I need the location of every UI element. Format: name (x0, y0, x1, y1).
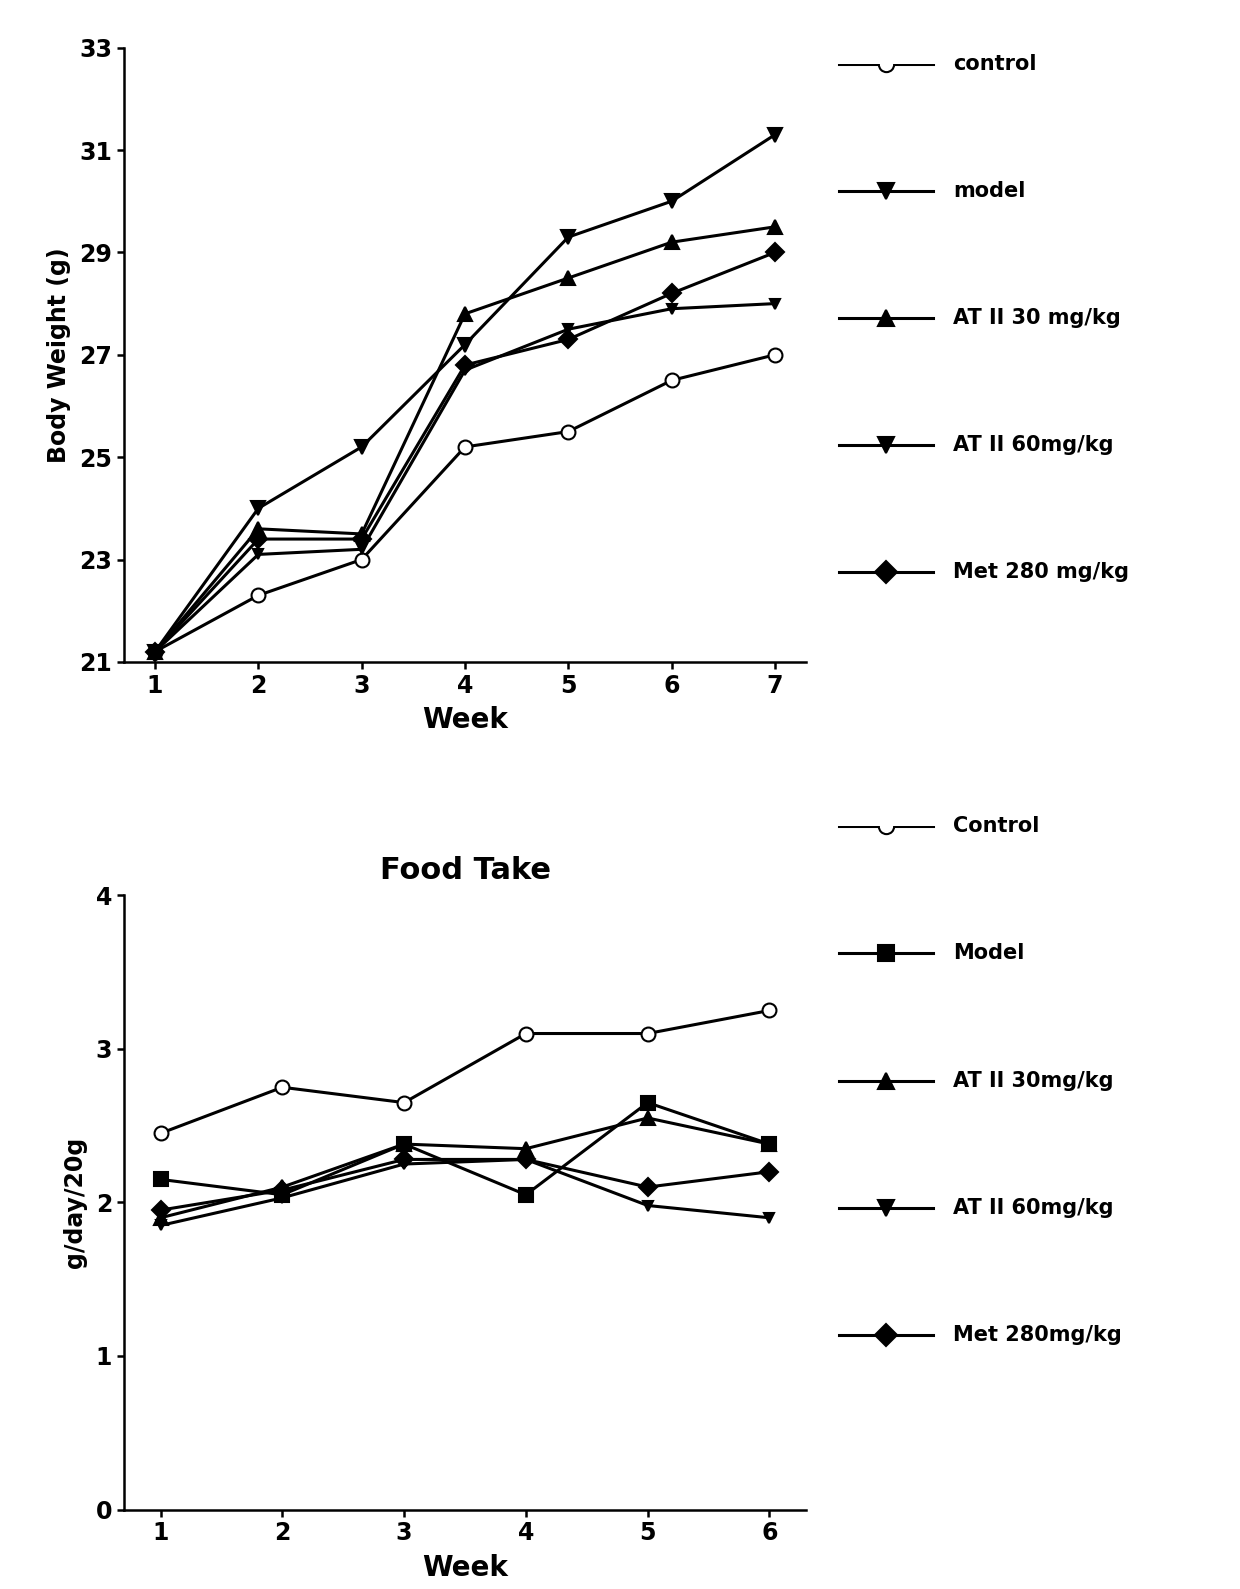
Text: AT II 30 mg/kg: AT II 30 mg/kg (954, 308, 1121, 327)
Model (763, 1135, 777, 1154)
Control (763, 1001, 777, 1020)
Control (397, 1093, 412, 1112)
AT II 60mg/kg (768, 294, 782, 313)
Met 280mg/kg (640, 1177, 655, 1197)
control (250, 586, 265, 605)
Title: Food Take: Food Take (379, 855, 551, 885)
control (355, 550, 370, 569)
control (768, 345, 782, 364)
AT II 30mg/kg (397, 1135, 412, 1154)
control (665, 370, 680, 389)
Text: AT II 30mg/kg: AT II 30mg/kg (954, 1071, 1114, 1090)
Met 280 mg/kg (355, 529, 370, 548)
X-axis label: Week: Week (422, 706, 508, 734)
Text: model: model (954, 181, 1025, 200)
AT II 60mg/kg (518, 1150, 533, 1170)
AT II 30mg/kg (518, 1139, 533, 1158)
Y-axis label: Body Weight (g): Body Weight (g) (47, 246, 71, 462)
Met 280 mg/kg (768, 243, 782, 262)
Control (153, 1123, 167, 1142)
Text: Met 280 mg/kg: Met 280 mg/kg (954, 563, 1130, 582)
AT II 30mg/kg (275, 1177, 290, 1197)
AT II 60mg/kg (148, 642, 162, 661)
Met 280mg/kg (397, 1150, 412, 1170)
Model (275, 1185, 290, 1204)
Met 280mg/kg (518, 1150, 533, 1170)
control (148, 642, 162, 661)
Control (275, 1077, 290, 1096)
AT II 30 mg/kg (250, 520, 265, 539)
Line: Model: Model (154, 1096, 776, 1201)
Model (640, 1093, 655, 1112)
Line: Met 280mg/kg: Met 280mg/kg (154, 1154, 776, 1216)
AT II 60mg/kg (275, 1189, 290, 1208)
AT II 30 mg/kg (148, 642, 162, 661)
AT II 30 mg/kg (768, 218, 782, 237)
AT II 60mg/kg (560, 319, 575, 338)
Met 280mg/kg (763, 1162, 777, 1181)
AT II 60mg/kg (458, 361, 472, 380)
Met 280 mg/kg (665, 284, 680, 303)
model (355, 437, 370, 456)
Text: AT II 60mg/kg: AT II 60mg/kg (954, 1198, 1114, 1217)
Y-axis label: g/day/20g: g/day/20g (63, 1136, 87, 1268)
AT II 60mg/kg (355, 540, 370, 559)
model (458, 335, 472, 354)
Line: AT II 30 mg/kg: AT II 30 mg/kg (148, 219, 782, 658)
control (458, 437, 472, 456)
Text: Control: Control (954, 817, 1040, 836)
Text: control: control (954, 54, 1037, 73)
Model (153, 1170, 167, 1189)
X-axis label: Week: Week (422, 1554, 508, 1581)
AT II 60mg/kg (640, 1197, 655, 1216)
Met 280mg/kg (275, 1181, 290, 1200)
AT II 30 mg/kg (560, 269, 575, 288)
Met 280 mg/kg (458, 356, 472, 375)
Text: Model: Model (954, 944, 1024, 963)
Line: Met 280 mg/kg: Met 280 mg/kg (149, 246, 781, 658)
model (148, 642, 162, 661)
Met 280 mg/kg (560, 331, 575, 350)
AT II 30 mg/kg (665, 232, 680, 251)
Met 280 mg/kg (148, 642, 162, 661)
Line: AT II 60mg/kg: AT II 60mg/kg (150, 299, 780, 656)
Text: Met 280mg/kg: Met 280mg/kg (954, 1325, 1122, 1344)
model (560, 227, 575, 246)
Met 280 mg/kg (250, 529, 265, 548)
AT II 30mg/kg (763, 1135, 777, 1154)
AT II 60mg/kg (763, 1208, 777, 1227)
Text: AT II 60mg/kg: AT II 60mg/kg (954, 435, 1114, 454)
model (250, 499, 265, 518)
AT II 60mg/kg (397, 1155, 412, 1174)
AT II 30 mg/kg (458, 305, 472, 324)
Line: AT II 30mg/kg: AT II 30mg/kg (154, 1111, 776, 1225)
Model (518, 1185, 533, 1204)
AT II 60mg/kg (153, 1216, 167, 1235)
Line: AT II 60mg/kg: AT II 60mg/kg (156, 1155, 774, 1230)
AT II 30 mg/kg (355, 524, 370, 543)
Line: control: control (148, 348, 782, 658)
Control (518, 1023, 533, 1042)
AT II 30mg/kg (640, 1109, 655, 1128)
control (560, 423, 575, 442)
Met 280mg/kg (153, 1201, 167, 1220)
Line: Control: Control (154, 1004, 776, 1141)
Model (397, 1135, 412, 1154)
model (665, 192, 680, 211)
Control (640, 1023, 655, 1042)
AT II 30mg/kg (153, 1208, 167, 1227)
AT II 60mg/kg (250, 545, 265, 564)
model (768, 126, 782, 145)
Line: model: model (148, 127, 782, 658)
AT II 60mg/kg (665, 299, 680, 318)
